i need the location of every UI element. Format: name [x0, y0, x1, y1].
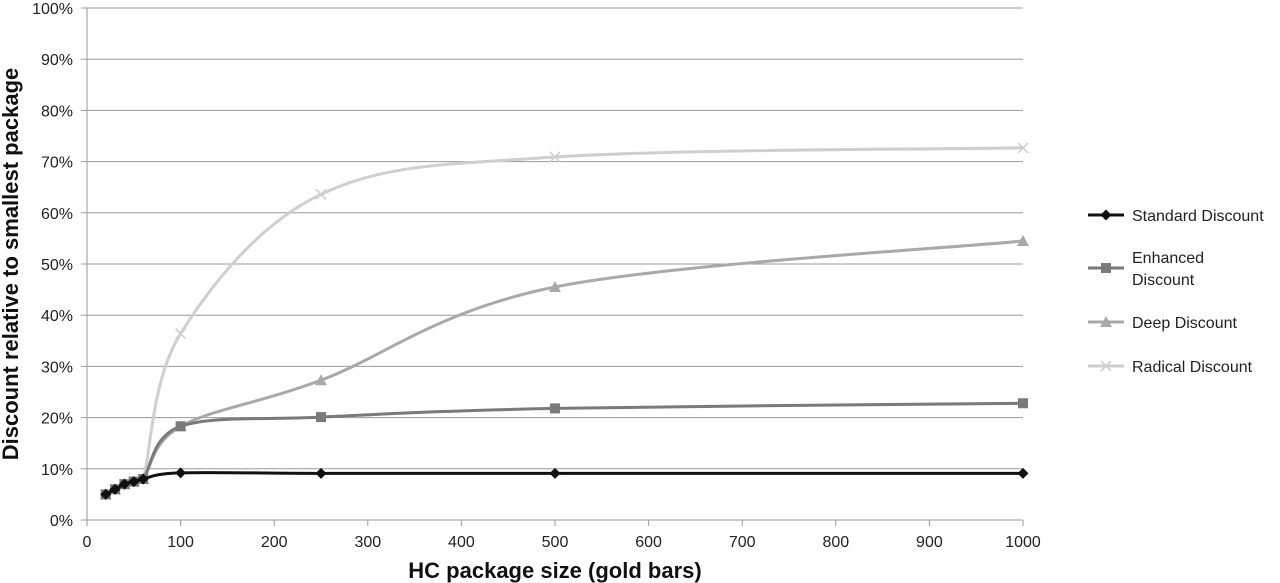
data-point-enhanced-discount	[316, 412, 326, 423]
x-tick-label: 1000	[1005, 534, 1041, 551]
legend-item-deep-discount: Deep Discount	[1088, 315, 1238, 332]
y-tick-label: 20%	[41, 411, 73, 428]
series-line-radical-discount	[104, 146, 1025, 496]
data-point-standard-discount	[100, 488, 112, 500]
legend-marker	[1100, 209, 1112, 221]
data-point-standard-discount	[109, 483, 121, 495]
data-point-standard-discount	[128, 476, 140, 488]
x-tick-label: 700	[729, 534, 756, 551]
data-point-standard-discount	[549, 467, 561, 479]
data-point-deep-discount	[1017, 234, 1029, 246]
y-tick-label: 40%	[41, 308, 73, 325]
legend: Standard Discount Enhanced Discount Deep Di…	[1088, 208, 1264, 376]
data-point-radical-discount	[549, 151, 561, 163]
data-point-radical-discount	[1017, 142, 1029, 154]
legend-label: Discount	[1132, 272, 1195, 289]
x-tick-label: 600	[635, 534, 662, 551]
x-tick-label: 300	[354, 534, 381, 551]
data-point-standard-discount	[315, 467, 327, 479]
x-tick-label: 400	[448, 534, 475, 551]
x-axis-title: HC package size (gold bars)	[408, 558, 701, 583]
legend-label: Standard Discount	[1132, 208, 1264, 225]
data-point-enhanced-discount	[175, 421, 186, 432]
y-tick-label: 90%	[41, 52, 73, 69]
legend-marker	[1100, 316, 1112, 327]
legend-item-standard-discount: Standard Discount	[1088, 208, 1264, 225]
series-line-deep-discount	[104, 239, 1025, 496]
legend-marker	[1101, 263, 1111, 273]
x-tick-label: 200	[261, 534, 288, 551]
y-tick-label: 80%	[41, 103, 73, 120]
x-tick-label: 900	[916, 534, 943, 551]
data-point-enhanced-discount	[550, 403, 560, 414]
data-point-standard-discount	[175, 467, 187, 479]
series-line-standard-discount	[104, 471, 1025, 496]
y-tick-label: 60%	[41, 206, 73, 223]
gridlines	[87, 7, 1023, 470]
data-point-standard-discount	[1017, 467, 1029, 479]
data-point-standard-discount	[118, 478, 130, 490]
legend-label: Deep Discount	[1132, 315, 1238, 332]
data-point-enhanced-discount	[1018, 398, 1028, 409]
x-tick-label: 800	[822, 534, 849, 551]
series-line-enhanced-discount	[104, 401, 1025, 496]
y-tick-label: 50%	[41, 257, 73, 274]
data-point-radical-discount	[175, 328, 187, 340]
legend-item-radical-discount: Radical Discount	[1088, 359, 1253, 376]
x-tick-label: 100	[167, 534, 194, 551]
x-tick-label: 500	[542, 534, 569, 551]
data-point-standard-discount	[137, 473, 149, 485]
y-tick-label: 100%	[32, 1, 73, 18]
y-tick-label: 10%	[41, 462, 73, 479]
legend-item-enhanced-discount: Enhanced Discount	[1088, 250, 1204, 289]
legend-marker	[1100, 360, 1112, 372]
data-point-radical-discount	[315, 188, 327, 200]
x-tick-label: 0	[83, 534, 92, 551]
legend-label: Enhanced	[1132, 250, 1204, 267]
data-point-deep-discount	[315, 374, 327, 386]
series-lines	[99, 142, 1029, 500]
y-axis-title: Discount relative to smallest package	[0, 68, 23, 461]
y-tick-label: 30%	[41, 359, 73, 376]
y-tick-label: 0%	[50, 513, 73, 530]
y-tick-label: 70%	[41, 155, 73, 172]
legend-label: Radical Discount	[1132, 359, 1253, 376]
x-tick-labels: 0 100 200 300 400 500 600 700 800 900 1000	[83, 520, 1041, 551]
data-point-deep-discount	[549, 281, 561, 293]
y-tick-labels: 0% 10% 20% 30% 40% 50% 60% 70% 80% 90% 100%	[32, 1, 87, 530]
